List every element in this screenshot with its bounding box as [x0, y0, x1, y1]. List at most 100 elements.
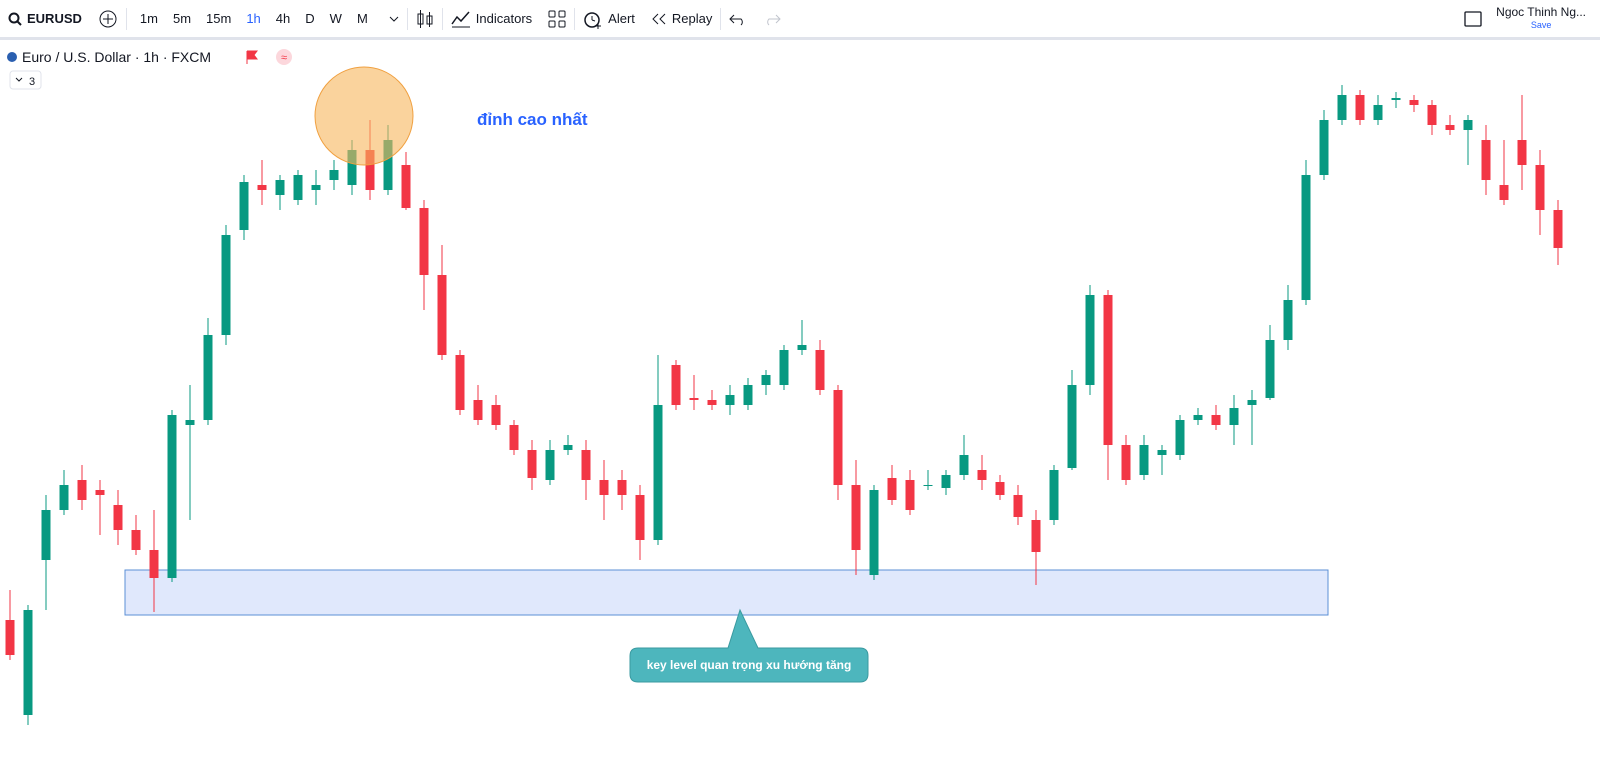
- symbol-logo: [7, 52, 17, 62]
- symbol-search[interactable]: EURUSD: [0, 0, 90, 37]
- candle-body: [797, 345, 807, 350]
- interval[interactable]: 5m: [172, 11, 192, 26]
- undo-button[interactable]: [721, 0, 755, 37]
- candle-body: [455, 355, 465, 410]
- candle-body: [1499, 185, 1509, 200]
- candle-body: [1535, 165, 1545, 210]
- candle-body: [851, 485, 861, 550]
- button-label: Alert: [608, 11, 635, 26]
- candle-body: [401, 165, 411, 208]
- candle-body: [563, 445, 573, 450]
- fullscreen-icon[interactable]: [1464, 11, 1482, 27]
- redo-button[interactable]: [755, 0, 789, 37]
- indicators-icon: [451, 11, 470, 27]
- candle-body: [437, 275, 447, 355]
- chevron: [389, 16, 399, 22]
- candle-body: [203, 335, 213, 420]
- toolbar: EURUSD 1m 5m 15m 1h 4h D W M Indicators Alert R…: [0, 0, 1600, 40]
- candle-body: [581, 450, 591, 480]
- candle-body: [1283, 300, 1293, 340]
- interval[interactable]: 1m: [139, 11, 158, 26]
- candle-body: [77, 480, 87, 500]
- candle-body: [1049, 470, 1059, 520]
- candle-body: [689, 398, 699, 400]
- chart: Euro / U.S. Dollar · 1h · FXCM ≈ 3 đỉnh …: [5, 49, 1563, 725]
- candle-body: [815, 350, 825, 390]
- compare-button[interactable]: [90, 0, 126, 37]
- candle-body: [167, 415, 177, 578]
- candle-body: [509, 425, 519, 450]
- layouts-button[interactable]: [540, 0, 574, 37]
- user-name: Ngoc Thinh Ng...: [1496, 5, 1586, 19]
- candle-body: [383, 140, 393, 190]
- chevron: [15, 77, 23, 82]
- candle-body: [1013, 495, 1023, 517]
- candles-icon: [417, 9, 433, 28]
- candle-body: [545, 450, 555, 480]
- candle-body: [1355, 95, 1365, 120]
- peak-annotation: đỉnh cao nhất: [477, 110, 588, 129]
- callout-text: key level quan trọng xu hướng tăng: [647, 658, 852, 672]
- plus-icon: [99, 10, 117, 27]
- intervals: 1m 5m 15m 1h 4h D W M: [127, 0, 381, 37]
- candle-body: [1463, 120, 1473, 130]
- interval[interactable]: 15m: [206, 11, 232, 26]
- candle-body: [1445, 125, 1455, 130]
- candle-body: [977, 470, 987, 480]
- separator: [720, 7, 722, 30]
- candle-body: [1103, 295, 1113, 445]
- button-label: Indicators: [475, 11, 533, 26]
- candle-body: [221, 235, 231, 335]
- candle-body: [131, 530, 141, 550]
- save-label[interactable]: Save: [1530, 20, 1552, 30]
- candle-body: [23, 610, 33, 715]
- flag-icon[interactable]: [246, 50, 258, 64]
- interval-menu[interactable]: [381, 0, 407, 37]
- status-symbol: ≈: [281, 52, 287, 64]
- candle-body: [905, 480, 915, 510]
- candle-body: [113, 505, 123, 530]
- candle-body: [869, 490, 879, 575]
- candle-body: [1247, 400, 1257, 405]
- separator: [574, 7, 576, 30]
- replay-icon: [652, 13, 666, 24]
- candle-body: [725, 395, 735, 405]
- peak-highlight: [314, 66, 414, 166]
- separator: [441, 7, 443, 30]
- replay-button[interactable]: Replay: [643, 0, 720, 37]
- candle-body: [761, 375, 771, 385]
- grid-icon: [548, 10, 566, 27]
- candle-body: [599, 480, 609, 495]
- interval[interactable]: D: [305, 11, 315, 26]
- interval[interactable]: W: [329, 11, 342, 26]
- candle-body: [5, 620, 15, 655]
- candle-body: [329, 170, 339, 180]
- candle-body: [473, 400, 483, 420]
- status-icon: [276, 49, 292, 65]
- user-menu[interactable]: Ngoc Thinh Ng... Save: [1496, 6, 1586, 32]
- redo-icon: [767, 14, 782, 25]
- interval[interactable]: 4h: [275, 11, 291, 26]
- candle-body: [1481, 140, 1491, 180]
- candle-body: [365, 150, 375, 190]
- symbol: EURUSD: [27, 11, 82, 26]
- chart-style[interactable]: [408, 0, 442, 37]
- collapse-button[interactable]: [9, 70, 42, 90]
- candle-body: [1157, 450, 1167, 455]
- candle-body: [149, 550, 159, 578]
- interval[interactable]: M: [356, 11, 368, 26]
- candle-body: [653, 405, 663, 540]
- user-area: Ngoc Thinh Ng... Save: [1464, 6, 1586, 32]
- interval[interactable]: 1h: [246, 11, 261, 26]
- candle-body: [743, 385, 753, 405]
- alert-button[interactable]: Alert: [575, 0, 643, 37]
- candle-body: [887, 478, 897, 500]
- candle-body: [185, 420, 195, 425]
- candle-body: [959, 455, 969, 475]
- indicators-button[interactable]: Indicators: [443, 0, 540, 37]
- candle-body: [1553, 210, 1563, 248]
- candle-body: [923, 485, 933, 486]
- candle-body: [257, 185, 267, 190]
- candle-body: [1265, 340, 1275, 398]
- candle-body: [1121, 445, 1131, 480]
